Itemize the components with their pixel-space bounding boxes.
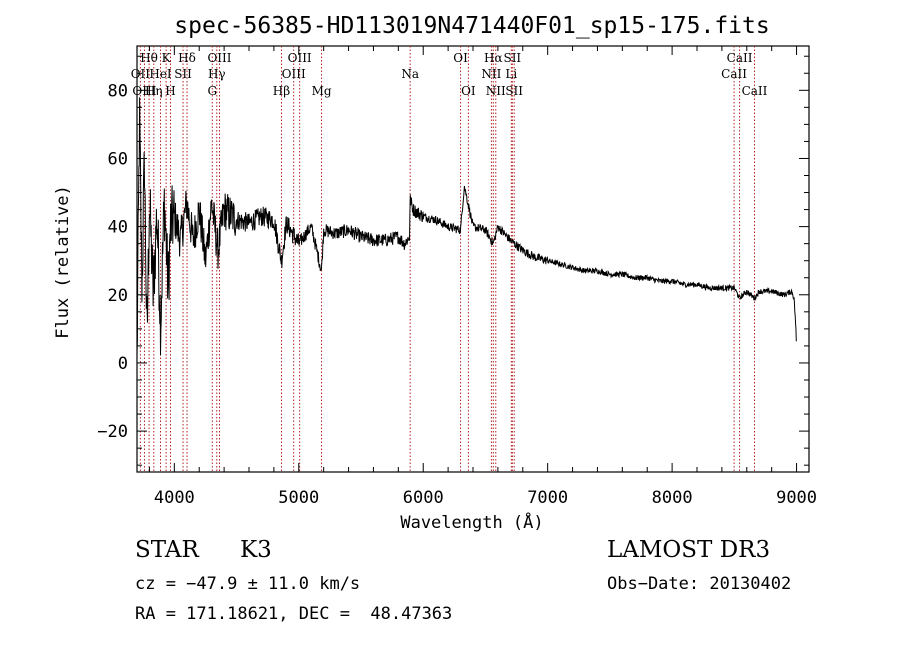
line-marker-label: SII	[503, 51, 521, 65]
x-tick-label: 5000	[278, 488, 319, 508]
x-tick-label: 8000	[652, 488, 693, 508]
y-tick-label: −20	[97, 422, 128, 442]
line-marker-label: Na	[401, 67, 419, 81]
line-marker-label: H	[165, 84, 175, 98]
observation-date: Obs−Date: 20130402	[607, 574, 792, 594]
spectrum-series	[136, 97, 797, 356]
survey-name: LAMOST DR3	[607, 537, 771, 563]
chart-title: spec-56385-HD113019N471440F01_sp15-175.f…	[174, 13, 769, 39]
x-tick-label: 6000	[403, 488, 444, 508]
line-marker-label: NII	[481, 67, 501, 81]
line-marker-label: CaII	[721, 67, 747, 81]
y-tick-label: 40	[108, 218, 128, 238]
line-marker-label: Hγ	[208, 67, 226, 81]
x-tick-label: 7000	[527, 488, 568, 508]
line-marker-label: Li	[505, 67, 517, 81]
line-marker-label: Hδ	[178, 51, 196, 65]
y-tick-label: 60	[108, 149, 128, 169]
y-axis: −20 0 20 40 60 80	[97, 55, 809, 466]
line-marker-label: SII	[174, 67, 192, 81]
line-marker-label: K	[162, 51, 172, 65]
x-tick-label: 9000	[776, 488, 817, 508]
line-marker-label: Hη	[145, 84, 163, 98]
plot-frame	[136, 45, 810, 473]
line-marker-label: Mg	[312, 84, 332, 98]
x-axis-label: Wavelength (Å)	[400, 511, 543, 533]
object-subclass: K3	[240, 537, 272, 563]
y-tick-label: 20	[108, 286, 128, 306]
line-marker-label: OII	[131, 67, 151, 81]
redshift-cz: cz = −47.9 ± 11.0 km/s	[135, 574, 361, 594]
line-marker-label: OIII	[288, 51, 312, 65]
line-marker-label: SII	[505, 84, 523, 98]
spectrum-line	[136, 97, 797, 356]
line-marker-label: OIII	[132, 84, 156, 98]
y-tick-label: 0	[118, 354, 128, 374]
line-marker-label: Hα	[484, 51, 503, 65]
line-marker-label: OIII	[207, 51, 231, 65]
line-marker-label: CaII	[742, 84, 768, 98]
line-marker-label: NII	[486, 84, 506, 98]
line-marker-label: OI	[453, 51, 468, 65]
object-class: STAR	[135, 537, 199, 563]
y-tick-label: 80	[108, 81, 128, 101]
line-marker-label: Hβ	[273, 84, 290, 98]
line-marker-label: CaII	[727, 51, 753, 65]
y-axis-label: Flux (relative)	[53, 185, 73, 339]
line-marker-label: HeI	[149, 67, 172, 81]
line-marker-label: OIII	[282, 67, 306, 81]
x-axis: 4000 5000 6000 7000 8000 9000	[148, 46, 817, 508]
line-marker-label: OI	[461, 84, 476, 98]
line-marker-labels: HθOIIOIIIHηHeIKHSIIHδHγGOIIIHβOIIIOIIIMg…	[131, 51, 768, 98]
ra-dec-coordinates: RA = 171.18621, DEC = 48.47363	[135, 604, 453, 624]
line-markers	[139, 46, 755, 472]
line-marker-label: G	[207, 84, 217, 98]
x-tick-label: 4000	[154, 488, 195, 508]
line-marker-label: Hθ	[140, 51, 158, 65]
